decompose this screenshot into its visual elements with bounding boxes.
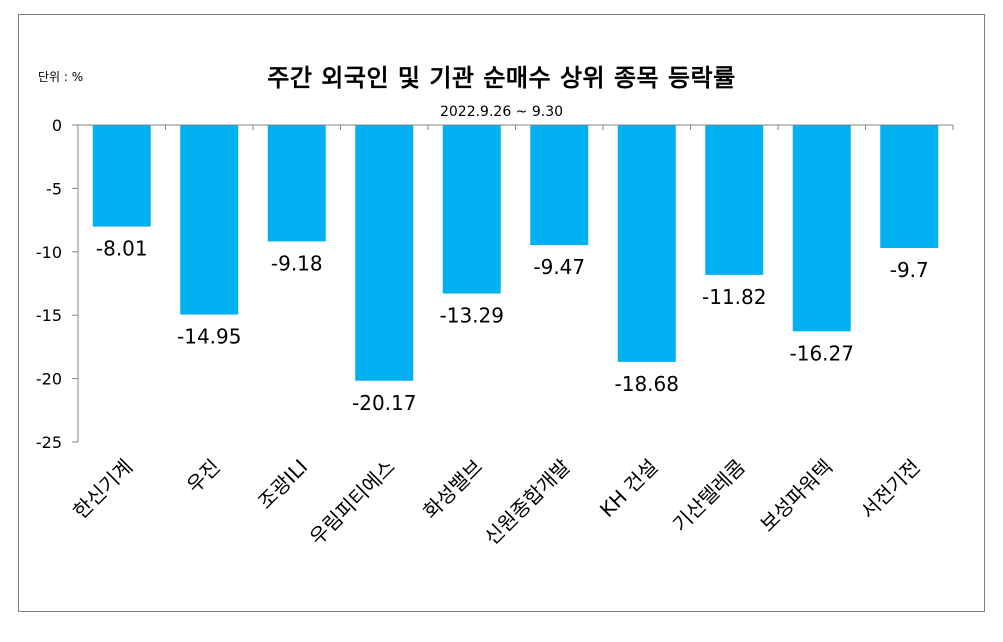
y-tick-label: -25 (36, 433, 62, 452)
unit-label: 단위 : % (38, 70, 84, 84)
data-label: -18.68 (615, 372, 679, 396)
bar (705, 125, 764, 275)
category-label: KH 건설 (595, 455, 662, 522)
category-label: 기산텔레콤 (668, 455, 750, 537)
y-tick-label: -15 (36, 306, 62, 325)
bar (92, 125, 151, 227)
category-label: 화성밸브 (418, 455, 487, 524)
y-tick-label: -5 (46, 179, 62, 198)
y-tick-label: -10 (36, 243, 62, 262)
category-label: 조광ILI (253, 455, 312, 514)
bar (617, 125, 676, 362)
bar (442, 125, 501, 294)
bar (180, 125, 239, 315)
data-label: -20.17 (352, 391, 416, 415)
data-label: -9.18 (271, 251, 323, 275)
bar (355, 125, 414, 381)
chart-subtitle: 2022.9.26 ~ 9.30 (439, 104, 564, 120)
data-label: -9.47 (533, 255, 585, 279)
data-label: -11.82 (702, 285, 766, 309)
bar (530, 125, 589, 246)
category-label: 우진 (182, 455, 225, 498)
category-label: 보성파워텍 (755, 455, 837, 537)
category-label: 우림피티에스 (305, 455, 400, 550)
chart-title: 주간 외국인 및 기관 순매수 상위 종목 등락률 (267, 64, 736, 92)
data-label: -16.27 (790, 341, 854, 365)
bar (792, 125, 851, 332)
bar (880, 125, 939, 248)
y-tick-label: 0 (52, 116, 62, 135)
bar (267, 125, 326, 242)
data-label: -14.95 (177, 325, 241, 349)
data-label: -9.7 (890, 258, 929, 282)
data-label: -13.29 (440, 304, 504, 328)
y-tick-label: -20 (36, 370, 62, 389)
data-label: -8.01 (96, 237, 148, 261)
category-label: 신원종합개발 (480, 455, 575, 550)
category-label: 서전기전 (856, 455, 925, 524)
category-label: 한신기계 (68, 455, 137, 524)
